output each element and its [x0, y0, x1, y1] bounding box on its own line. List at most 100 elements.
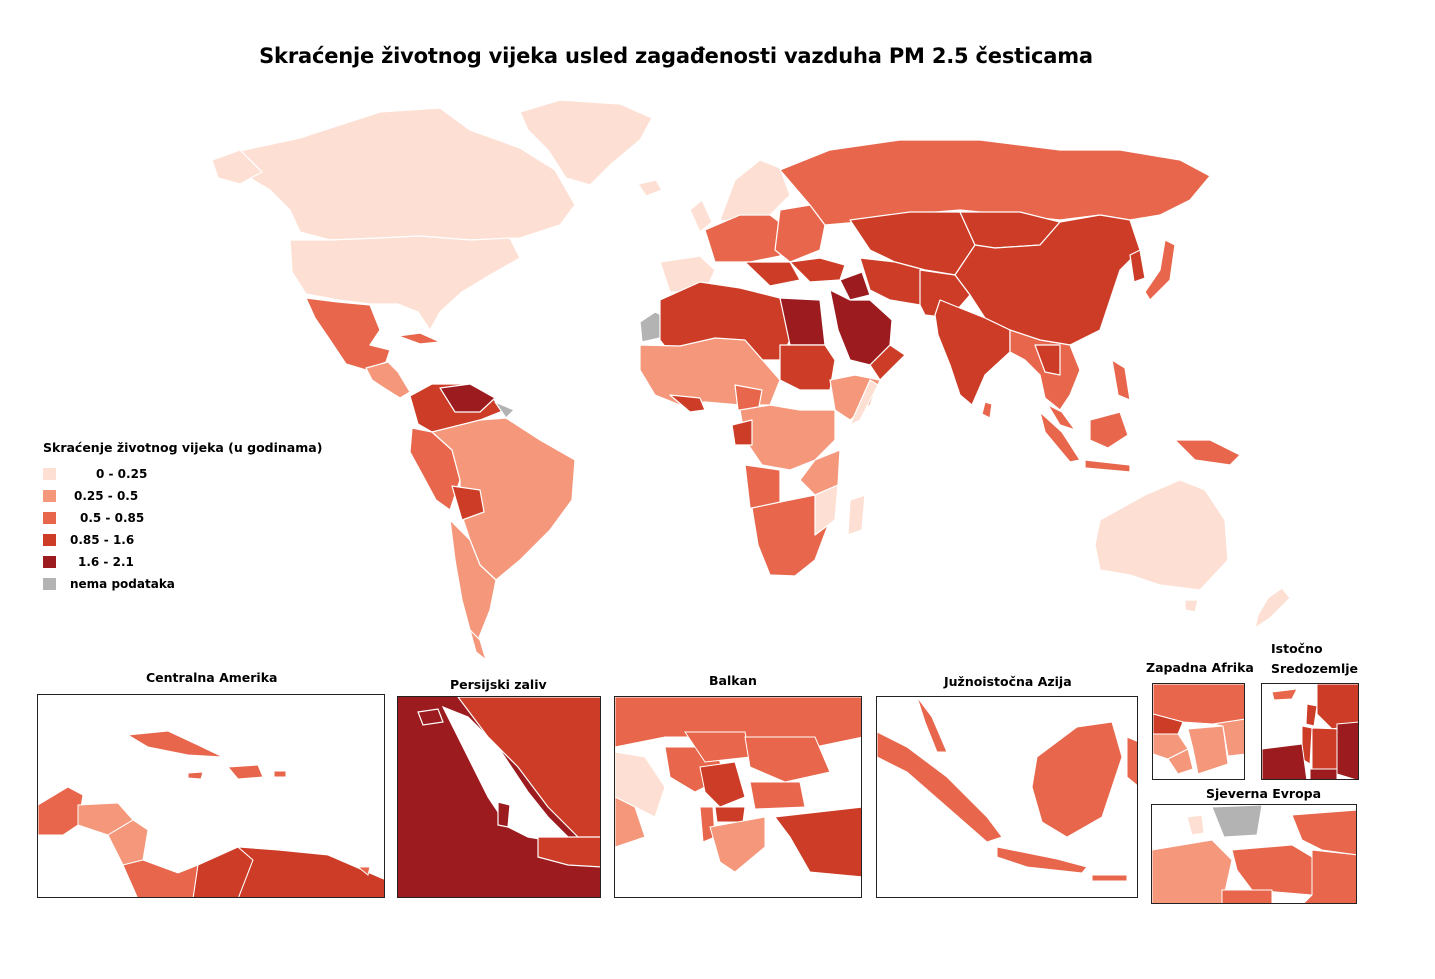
- region-malay-peninsula: [916, 697, 948, 753]
- region-somalia: [849, 379, 879, 426]
- inset-southeast-asia-map: [877, 697, 1137, 882]
- region-new-zealand: [1254, 587, 1291, 629]
- region-trinidad: [356, 866, 371, 876]
- inset-balkans-map: [615, 697, 861, 878]
- legend-label: 0.5 - 0.85: [80, 511, 145, 525]
- region-mozambique: [814, 484, 839, 536]
- region-central-america: [365, 361, 411, 399]
- inset-title-east-mediterranean-line1: Istočno: [1271, 641, 1323, 656]
- legend-label: 0.25 - 0.5: [74, 489, 139, 503]
- region-poland: [1231, 844, 1318, 896]
- region-indochina-dark: [1034, 344, 1061, 376]
- legend-item: 1.6 - 2.1: [43, 551, 322, 573]
- region-iceland: [637, 179, 663, 197]
- region-australia: [1094, 479, 1229, 591]
- region-sumatra: [1039, 411, 1081, 463]
- region-uae-oman: [537, 836, 600, 868]
- legend-swatch: [43, 490, 56, 502]
- region-italy: [615, 751, 666, 818]
- region-usa: [289, 235, 521, 331]
- legend-item: nema podataka: [43, 573, 322, 595]
- region-qatar: [497, 801, 511, 828]
- inset-persian-gulf-map: [417, 697, 600, 868]
- region-china: [954, 214, 1141, 346]
- region-java: [1084, 459, 1131, 473]
- region-ivory-coast: [1187, 725, 1229, 775]
- inset-central-america-map: [38, 730, 384, 897]
- region-guianas: [494, 401, 515, 419]
- legend-swatch: [43, 512, 56, 524]
- region-nicaragua: [107, 819, 149, 866]
- region-southern-cone: [449, 519, 497, 641]
- inset-title-central-america: Centralna Amerika: [146, 670, 278, 685]
- region-puerto-rico: [273, 770, 287, 778]
- region-tierra-del-fuego: [469, 629, 487, 661]
- region-burkina: [1212, 718, 1244, 757]
- region-hispaniola: [226, 764, 264, 780]
- legend-item: 0 - 0.25: [43, 463, 322, 485]
- region-alaska: [211, 149, 263, 185]
- region-bolivia: [451, 485, 485, 521]
- inset-title-northern-europe: Sjeverna Evropa: [1206, 786, 1322, 801]
- legend-swatch: [43, 468, 56, 480]
- region-costa-rica-panama: [122, 859, 199, 897]
- region-sweden-south: [1211, 805, 1263, 838]
- region-iraq-edge: [1336, 721, 1358, 779]
- legend-item: 0.85 - 1.6: [43, 529, 322, 551]
- inset-title-west-africa: Zapadna Afrika: [1146, 660, 1254, 675]
- region-cuba: [397, 332, 441, 345]
- region-malaysia: [1047, 404, 1076, 431]
- region-borneo: [1089, 411, 1129, 449]
- region-denmark: [1186, 814, 1205, 836]
- region-central-africa: [739, 404, 836, 471]
- region-india: [934, 299, 1011, 406]
- region-kuwait: [417, 708, 444, 726]
- inset-title-southeast-asia: Južnoistočna Azija: [944, 674, 1072, 689]
- region-uk: [689, 199, 713, 233]
- region-iraq: [839, 271, 871, 301]
- inset-balkans: [614, 696, 862, 898]
- inset-northern-europe: [1151, 804, 1357, 904]
- region-turkey: [774, 806, 861, 878]
- region-greece: [709, 816, 766, 873]
- legend-label: 0.85 - 1.6: [70, 533, 135, 547]
- region-venezuela: [439, 383, 496, 413]
- region-philippines: [1111, 359, 1131, 401]
- legend-swatch: [43, 556, 56, 568]
- region-jamaica: [187, 771, 204, 780]
- region-bulgaria: [749, 781, 806, 810]
- region-java: [996, 846, 1088, 874]
- map-legend: Skraćenje životnog vijeka (u godinama) 0…: [43, 440, 322, 595]
- region-small-islands: [1091, 874, 1128, 882]
- region-southern-africa: [751, 494, 831, 577]
- region-canada: [234, 107, 576, 241]
- region-venezuela: [236, 846, 384, 897]
- inset-west-africa: [1152, 683, 1245, 780]
- region-egypt-sinai: [1262, 743, 1308, 779]
- region-lebanon: [1305, 703, 1318, 727]
- region-sierra-leone: [1167, 748, 1194, 775]
- legend-label: nema podataka: [70, 577, 175, 591]
- region-guatemala: [38, 786, 84, 836]
- region-sumatra: [877, 731, 1003, 843]
- inset-central-america: [37, 694, 385, 898]
- inset-title-balkans: Balkan: [709, 673, 757, 688]
- region-borneo: [1031, 721, 1123, 838]
- region-czechia: [1221, 889, 1273, 903]
- region-balkans: [744, 261, 801, 287]
- region-greenland: [519, 99, 653, 186]
- region-belarus-ukraine: [1303, 849, 1356, 903]
- region-baltic: [1291, 809, 1356, 856]
- region-new-guinea: [1174, 439, 1241, 466]
- region-arabian-coast: [869, 344, 906, 381]
- region-japan: [1144, 239, 1176, 301]
- region-madagascar: [847, 494, 866, 536]
- region-sri-lanka: [981, 401, 993, 419]
- legend-label: 0 - 0.25: [96, 467, 148, 481]
- region-sudan: [779, 344, 836, 391]
- legend-swatch: [43, 578, 56, 590]
- region-saudi-edge: [1309, 768, 1338, 779]
- map-title: Skraćenje životnog vijeka usled zagađeno…: [259, 44, 1093, 68]
- inset-east-mediterranean: [1261, 683, 1359, 780]
